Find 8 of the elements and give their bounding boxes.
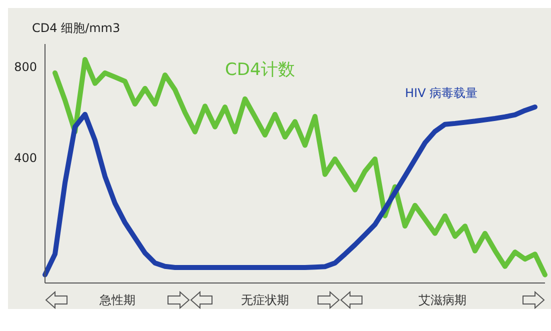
series-label: CD4计数 bbox=[225, 59, 295, 82]
y-axis-title: CD4 细胞/mm3 bbox=[32, 20, 120, 37]
y-tick-label: 800 bbox=[14, 60, 37, 74]
y-tick-label: 400 bbox=[14, 151, 37, 166]
text: 艾滋病期 bbox=[418, 292, 466, 308]
text: 无症状期 bbox=[241, 292, 289, 308]
series-label: HIV 病毒载量 bbox=[405, 84, 478, 102]
text: 急性期 bbox=[100, 292, 136, 308]
